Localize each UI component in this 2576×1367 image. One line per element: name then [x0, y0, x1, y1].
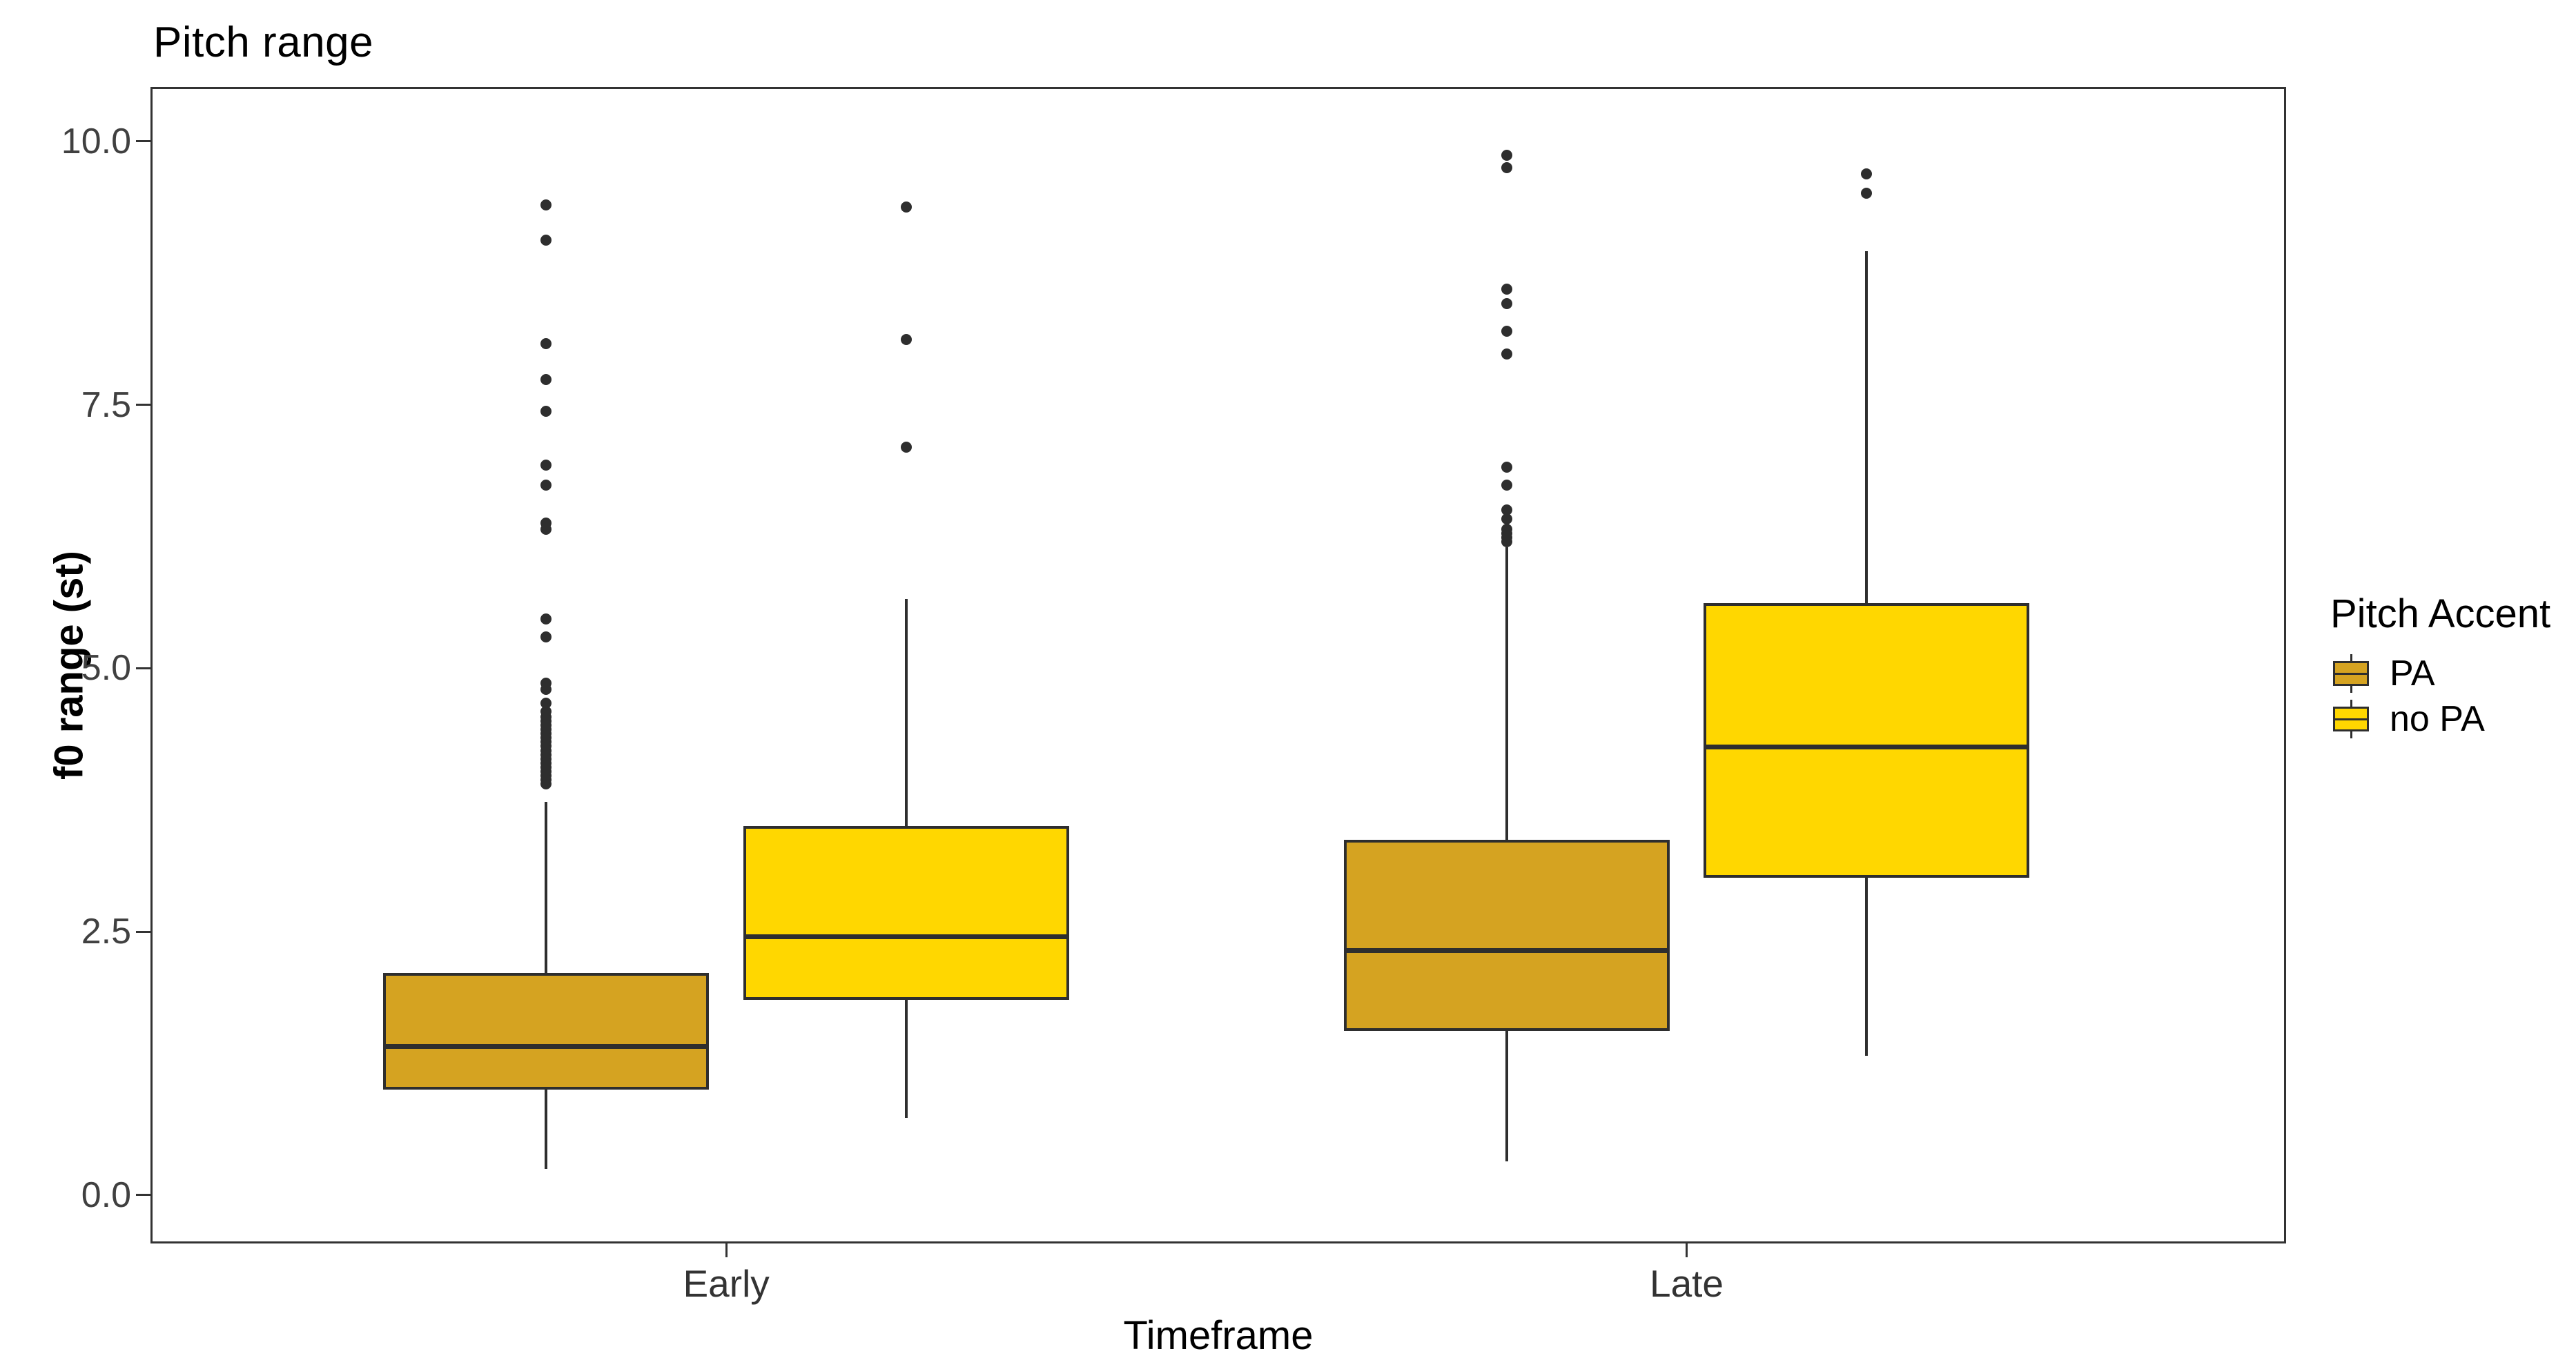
- median-line: [743, 934, 1069, 940]
- outlier-point: [900, 334, 912, 346]
- legend-key-whisker-top: [2350, 700, 2352, 707]
- x-tick-label-early: Early: [683, 1262, 770, 1305]
- whisker-lower: [904, 1000, 908, 1119]
- outlier-point: [540, 199, 552, 210]
- outlier-point: [900, 201, 912, 213]
- median-line: [1704, 745, 2030, 750]
- legend-key-median: [2333, 672, 2369, 675]
- x-tick-mark: [725, 1243, 728, 1257]
- legend-key-whisker-bottom: [2350, 686, 2352, 693]
- legend-key-whisker-top: [2350, 654, 2352, 661]
- outlier-point: [1501, 149, 1512, 161]
- outlier-point: [540, 235, 552, 246]
- outlier-point: [1501, 461, 1512, 473]
- outlier-point: [540, 677, 552, 689]
- whisker-lower: [1865, 878, 1868, 1056]
- y-tick-mark: [136, 1194, 150, 1197]
- outlier-point: [1501, 162, 1512, 174]
- outlier-point: [1501, 504, 1512, 516]
- whisker-upper: [1505, 547, 1508, 840]
- median-line: [1343, 948, 1670, 954]
- x-axis-title: Timeframe: [1123, 1313, 1314, 1358]
- outlier-point: [1501, 298, 1512, 310]
- outlier-point: [540, 459, 552, 471]
- whisker-upper: [545, 802, 548, 973]
- y-tick-mark: [136, 404, 150, 406]
- outlier-point: [1501, 523, 1512, 535]
- outlier-point: [1501, 479, 1512, 491]
- y-tick-label: 5.0: [81, 648, 131, 689]
- box-no-PA-Early: [743, 826, 1069, 1001]
- outlier-point: [1501, 283, 1512, 295]
- outlier-point: [1501, 325, 1512, 337]
- y-tick-label: 0.0: [81, 1174, 131, 1215]
- box-PA-Early: [383, 972, 710, 1090]
- y-tick-label: 7.5: [81, 384, 131, 425]
- outlier-point: [1501, 513, 1512, 524]
- outlier-point: [540, 706, 552, 718]
- plot-title: Pitch range: [153, 19, 374, 66]
- legend-key-median: [2333, 718, 2369, 720]
- x-tick-label-late: Late: [1649, 1262, 1724, 1305]
- outlier-point: [1501, 348, 1512, 360]
- y-tick-mark: [136, 140, 150, 143]
- outlier-point: [540, 338, 552, 350]
- legend-label-pa: PA: [2390, 653, 2435, 694]
- outlier-point: [1861, 168, 1873, 180]
- whisker-upper: [904, 598, 908, 827]
- outlier-point: [540, 517, 552, 529]
- outlier-point: [540, 479, 552, 491]
- box-no-PA-Late: [1704, 602, 2030, 878]
- whisker-upper: [1865, 250, 1868, 603]
- outlier-point: [900, 441, 912, 453]
- x-tick-mark: [1686, 1243, 1688, 1257]
- legend-key-whisker-bottom: [2350, 731, 2352, 738]
- box-PA-Late: [1343, 840, 1670, 1031]
- outlier-point: [540, 613, 552, 625]
- outlier-point: [540, 405, 552, 417]
- outlier-point: [540, 697, 552, 709]
- outlier-point: [540, 631, 552, 642]
- y-tick-mark: [136, 930, 150, 933]
- outlier-point: [540, 374, 552, 386]
- median-line: [383, 1044, 710, 1050]
- y-tick-mark: [136, 667, 150, 669]
- whisker-lower: [1505, 1030, 1508, 1162]
- legend-label-no-pa: no PA: [2390, 699, 2485, 739]
- y-tick-label: 10.0: [61, 121, 131, 161]
- whisker-lower: [545, 1090, 548, 1169]
- legend-title: Pitch Accent: [2330, 591, 2551, 636]
- y-tick-label: 2.5: [81, 912, 131, 952]
- outlier-point: [1861, 187, 1873, 199]
